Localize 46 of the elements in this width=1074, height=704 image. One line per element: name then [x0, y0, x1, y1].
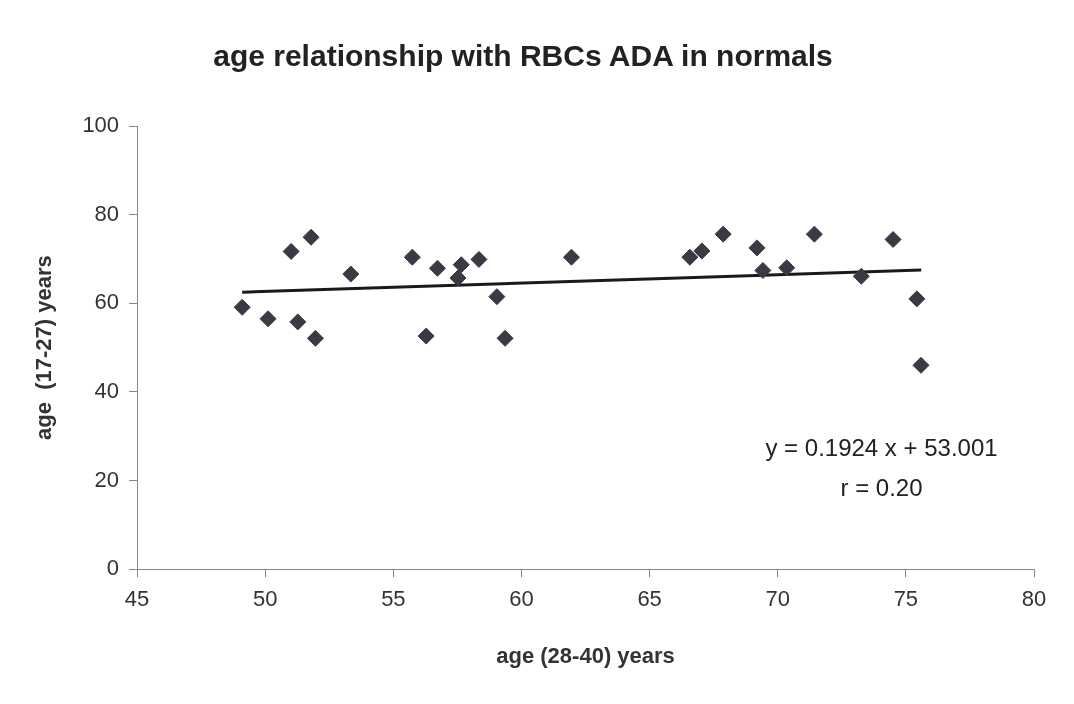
- annotation: y = 0.1924 x + 53.001: [765, 434, 998, 462]
- point: [342, 265, 360, 283]
- point: [428, 259, 446, 277]
- annotation: r = 0.20: [840, 474, 923, 502]
- point: [496, 329, 514, 347]
- x-tick-label: 75: [893, 586, 919, 612]
- point: [306, 329, 324, 347]
- y-tick-label: 80: [94, 200, 120, 226]
- point: [884, 230, 902, 248]
- point: [470, 250, 488, 268]
- y-tick-label: 40: [94, 377, 120, 403]
- point: [259, 310, 277, 328]
- y-tick-label: 20: [94, 466, 120, 492]
- x-axis-title: age (28-40) years: [496, 642, 675, 668]
- point: [748, 239, 766, 257]
- y-tick-label: 60: [94, 289, 120, 315]
- point: [754, 261, 772, 279]
- y-axis-title: age (17-27) years: [31, 255, 57, 440]
- point: [562, 248, 580, 266]
- point: [233, 298, 251, 316]
- point: [282, 242, 300, 260]
- point: [912, 356, 930, 374]
- x-tick-label: 60: [509, 586, 534, 612]
- point: [449, 269, 467, 287]
- point: [417, 327, 435, 345]
- x-tick-label: 45: [124, 586, 150, 612]
- chart-title: age relationship with RBCs ADA in normals: [213, 39, 833, 73]
- x-tick-label: 80: [1021, 586, 1047, 612]
- point: [403, 248, 421, 266]
- x-tick-label: 50: [252, 586, 278, 612]
- point: [302, 228, 320, 246]
- x-tick-label: 65: [637, 586, 662, 612]
- point: [681, 248, 699, 266]
- point: [778, 259, 796, 277]
- point: [805, 225, 823, 243]
- y-tick-label: 100: [82, 112, 120, 138]
- x-tick-label: 55: [381, 586, 406, 612]
- y-tick-label: 0: [106, 555, 120, 581]
- point: [908, 290, 926, 308]
- point: [693, 242, 711, 260]
- point: [452, 256, 470, 274]
- point: [852, 267, 870, 285]
- x-tick-label: 70: [765, 586, 790, 612]
- point: [714, 225, 732, 243]
- point: [488, 288, 506, 306]
- point: [289, 313, 307, 331]
